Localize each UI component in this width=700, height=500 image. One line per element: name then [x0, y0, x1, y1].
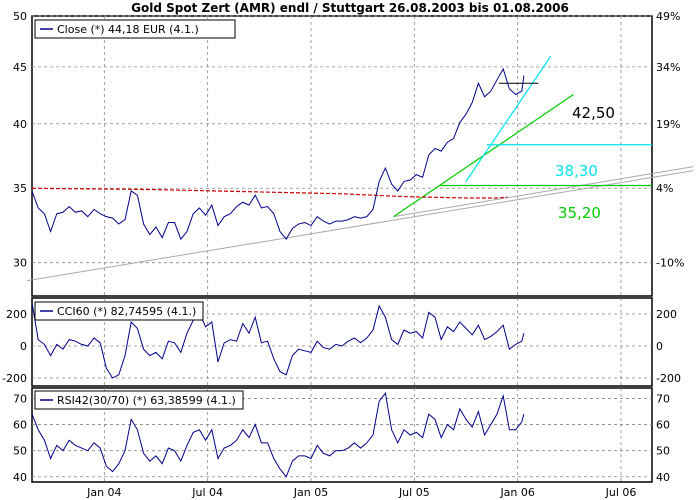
annotation-35-20: 35,20 [558, 204, 601, 222]
close-price-line [31, 67, 525, 241]
rsi-legend-label: RSI42(30/70) (*) 63,38599 (4.1.) [57, 394, 236, 407]
rsi-line [31, 392, 525, 478]
cyan-trendline [465, 55, 552, 182]
y-tick-label-left: 60 [13, 419, 27, 432]
y-tick-label-right: 49% [656, 10, 680, 23]
trendline-layer [26, 55, 694, 282]
rsi-legend: RSI42(30/70) (*) 63,38599 (4.1.) [34, 390, 244, 410]
y-tick-label-left: -200 [2, 372, 27, 385]
grid-layer [32, 15, 652, 482]
chart-title: Gold Spot Zert (AMR) endl / Stuttgart 26… [131, 1, 569, 15]
x-tick-label: Jan 05 [293, 486, 328, 499]
series-layer [31, 67, 525, 478]
cci-legend-label: CCI60 (*) 82,74595 (4.1.) [57, 305, 196, 318]
y-tick-label-left: 50 [13, 10, 27, 23]
y-tick-label-right: 40 [656, 471, 670, 484]
y-tick-label-left: 45 [13, 61, 27, 74]
x-tick-label: Jul 06 [605, 486, 637, 499]
y-tick-label-left: 70 [13, 392, 27, 405]
annotation-42-50: 42,50 [572, 104, 615, 122]
tick-label-layer: Jan 04 Jul 04 Jan 05 Jul 05 Jan 06 Jul 06 50 49… [2, 10, 684, 499]
y-tick-label-left: 0 [20, 340, 27, 353]
y-tick-label-right: 50 [656, 445, 670, 458]
y-tick-label-right: 0 [656, 340, 663, 353]
y-tick-label-right: 4% [656, 182, 673, 195]
y-tick-label-left: 50 [13, 445, 27, 458]
y-tick-label-right: 19% [656, 118, 680, 131]
y-tick-label-right: -200 [656, 372, 681, 385]
cci-line [31, 302, 525, 379]
y-tick-label-left: 40 [13, 471, 27, 484]
y-tick-label-right: 70 [656, 392, 670, 405]
cci-legend: CCI60 (*) 82,74595 (4.1.) [34, 301, 204, 321]
y-tick-label-left: 35 [13, 182, 27, 195]
price-legend: Close (*) 44,18 EUR (4.1.) [34, 19, 236, 39]
x-tick-label: Jul 05 [398, 486, 430, 499]
moving-average-line [31, 187, 508, 199]
y-tick-label-left: 30 [13, 257, 27, 270]
y-tick-label-right: -10% [656, 257, 684, 270]
x-tick-label: Jan 04 [86, 486, 121, 499]
x-tick-label: Jul 04 [191, 486, 223, 499]
secondary-support-trendline [393, 166, 694, 218]
price-legend-label: Close (*) 44,18 EUR (4.1.) [57, 23, 199, 36]
y-tick-label-right: 200 [656, 308, 677, 321]
y-tick-label-left: 200 [6, 308, 27, 321]
annotation-38-30: 38,30 [555, 162, 598, 180]
y-tick-label-right: 60 [656, 419, 670, 432]
price-panel-frame [31, 15, 653, 297]
long-term-support-trendline [26, 170, 694, 282]
y-tick-label-left: 40 [13, 118, 27, 131]
x-tick-label: Jan 06 [499, 486, 534, 499]
y-tick-label-right: 34% [656, 61, 680, 74]
